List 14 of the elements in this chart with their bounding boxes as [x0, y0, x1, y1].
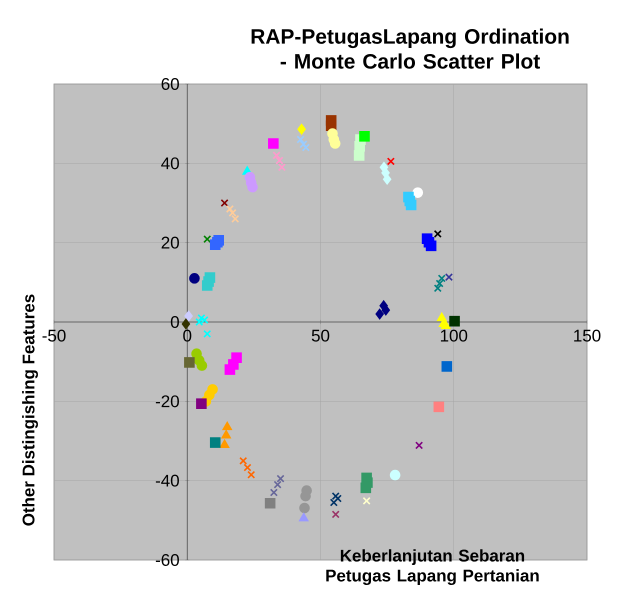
y-axis-title: Other Distingishing Features	[22, 294, 38, 526]
x-tick-label: 50	[312, 330, 330, 342]
x-axis-title: Keberlanjutan Sebaran Petugas Lapang Pertanian	[326, 549, 539, 586]
x-tick-label: -50	[42, 330, 66, 342]
y-tick-label: 60	[162, 78, 179, 90]
y-tick-label: -20	[156, 395, 179, 408]
chart-title: RAP-PetugasLapang Ordination - Monte Carlo Scatter Plot	[252, 28, 569, 69]
x-tick-label: 150	[574, 330, 600, 342]
x-tick-label: 100	[440, 330, 468, 342]
y-tick-label: 0	[170, 316, 179, 328]
y-tick-label: 20	[162, 236, 179, 249]
y-tick-label: 40	[161, 157, 179, 170]
y-tick-label: -40	[156, 474, 179, 487]
y-tick-label: -60	[156, 554, 179, 566]
